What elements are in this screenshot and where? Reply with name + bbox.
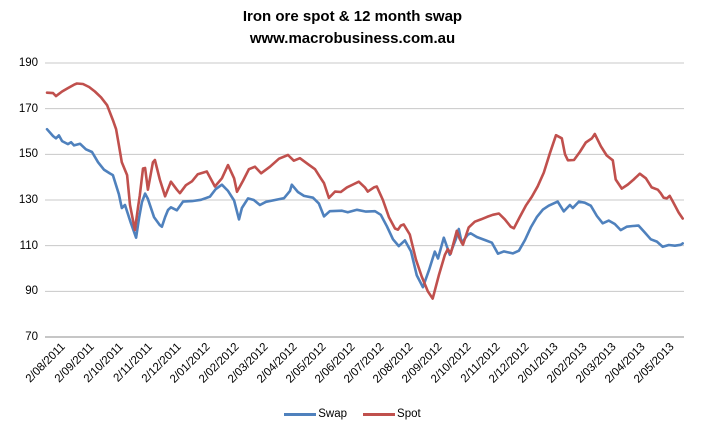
legend: Swap Spot — [0, 408, 705, 420]
legend-item-swap: Swap — [284, 408, 347, 420]
legend-label-spot: Spot — [397, 408, 421, 420]
spot-line-swatch — [363, 412, 396, 416]
chart-subtitle: www.macrobusiness.com.au — [249, 30, 456, 47]
y-tick-label: 130 — [18, 194, 38, 206]
y-tick-label: 90 — [25, 285, 38, 298]
legend-item-spot: Spot — [363, 408, 421, 420]
series-line-swap — [45, 127, 685, 289]
title-block: Iron ore spot & 12 month swap www.macrob… — [0, 6, 705, 50]
series-line-spot — [45, 82, 685, 300]
swap-line-swatch — [284, 412, 317, 416]
chart-title: Iron ore spot & 12 month swap — [242, 8, 463, 25]
legend-label-swap: Swap — [318, 408, 348, 420]
y-tick-label: 70 — [25, 331, 38, 343]
y-tick-label: 170 — [18, 102, 38, 115]
y-tick-label: 150 — [18, 148, 38, 161]
y-tick-label: 190 — [18, 57, 38, 69]
y-tick-label: 110 — [19, 239, 38, 252]
